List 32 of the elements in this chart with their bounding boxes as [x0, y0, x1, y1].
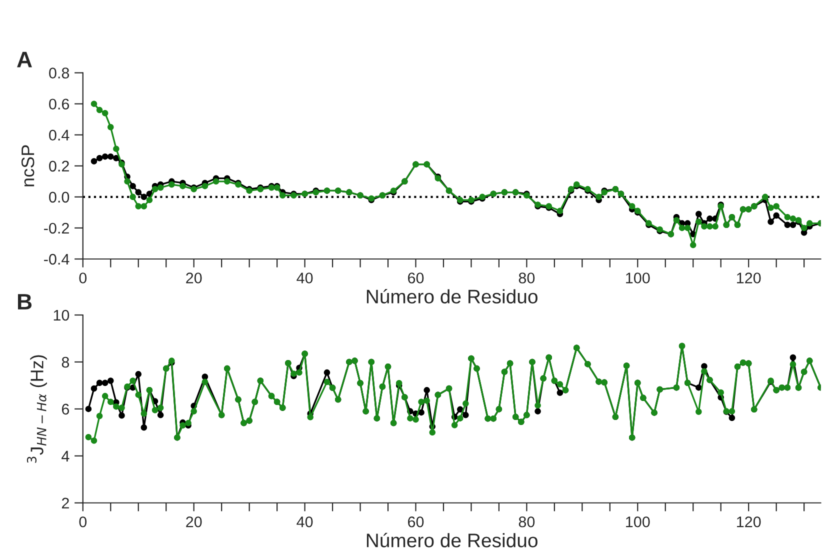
- x-tick-label: 80: [518, 272, 535, 284]
- y-tick-label: 0.2: [49, 160, 69, 172]
- x-tick-label: 20: [186, 272, 202, 284]
- y-tick-label: 8: [62, 356, 70, 368]
- y-tick-label: -0.4: [44, 254, 70, 265]
- x-tick-label: 80: [518, 516, 535, 528]
- x-tick-label: 40: [296, 272, 313, 284]
- x-tick-label: 60: [408, 516, 424, 528]
- y-tick-label: 2: [62, 498, 69, 508]
- y-tick-label: 0.4: [49, 130, 70, 141]
- x-tick-label: 120: [737, 516, 761, 528]
- y-tick-label: 6: [62, 404, 70, 415]
- x-tick-label: 40: [296, 516, 313, 528]
- x-tick-label: 20: [186, 516, 202, 528]
- y-tick-label: 0.8: [49, 68, 70, 78]
- x-tick-label: 60: [408, 272, 424, 284]
- x-axis-title: Número de Residuo: [366, 288, 538, 304]
- x-tick-label: 100: [626, 516, 650, 528]
- y-tick-label: 10: [54, 310, 70, 321]
- x-tick-label: 0: [79, 272, 87, 284]
- y-tick-label: -0.2: [44, 222, 69, 234]
- y-tick-label: 0.6: [49, 98, 70, 110]
- y-tick-label: 0.0: [49, 192, 70, 203]
- y-axis-title: ncSP: [21, 145, 34, 186]
- x-tick-label: 100: [626, 272, 650, 284]
- y-tick-label: 4: [62, 450, 70, 462]
- y-axis-title: $^{3}$J$_{HN−Hα}$ (Hz): [26, 355, 47, 463]
- x-axis-title: Número de Residuo: [366, 532, 538, 548]
- x-tick-label: 120: [737, 272, 761, 284]
- chart-title: B: [18, 294, 32, 310]
- x-tick-label: 0: [79, 516, 87, 528]
- chart-title: A: [17, 52, 32, 68]
